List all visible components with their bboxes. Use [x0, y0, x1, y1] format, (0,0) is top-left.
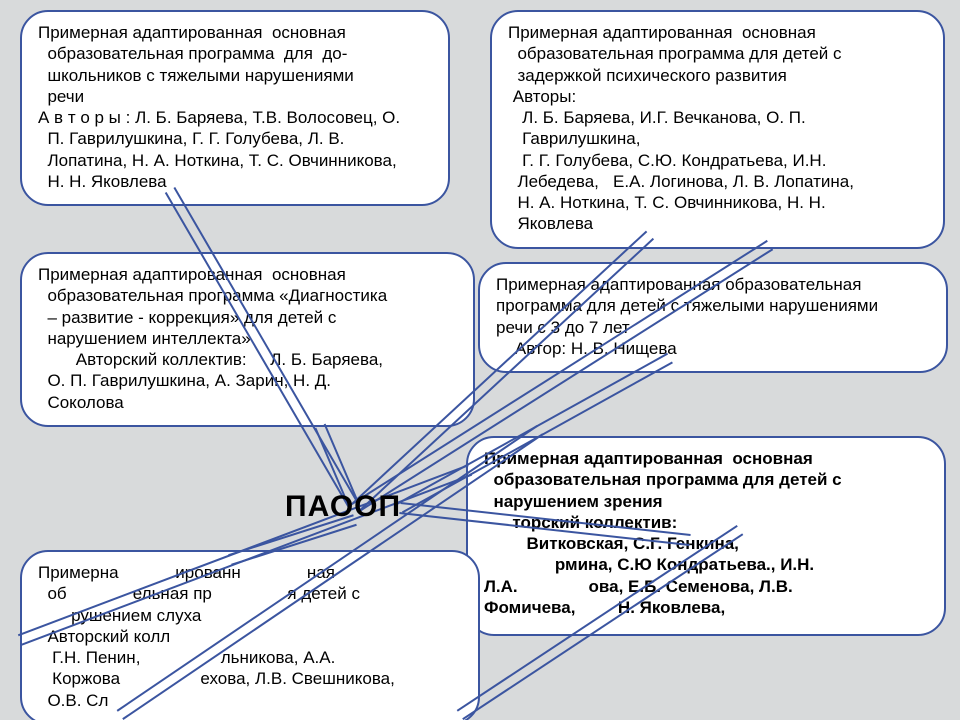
- center-title: ПАООП: [285, 490, 401, 524]
- connector-lines: [0, 0, 960, 720]
- diagram-stage: Примерная адаптированная основная образо…: [0, 0, 960, 720]
